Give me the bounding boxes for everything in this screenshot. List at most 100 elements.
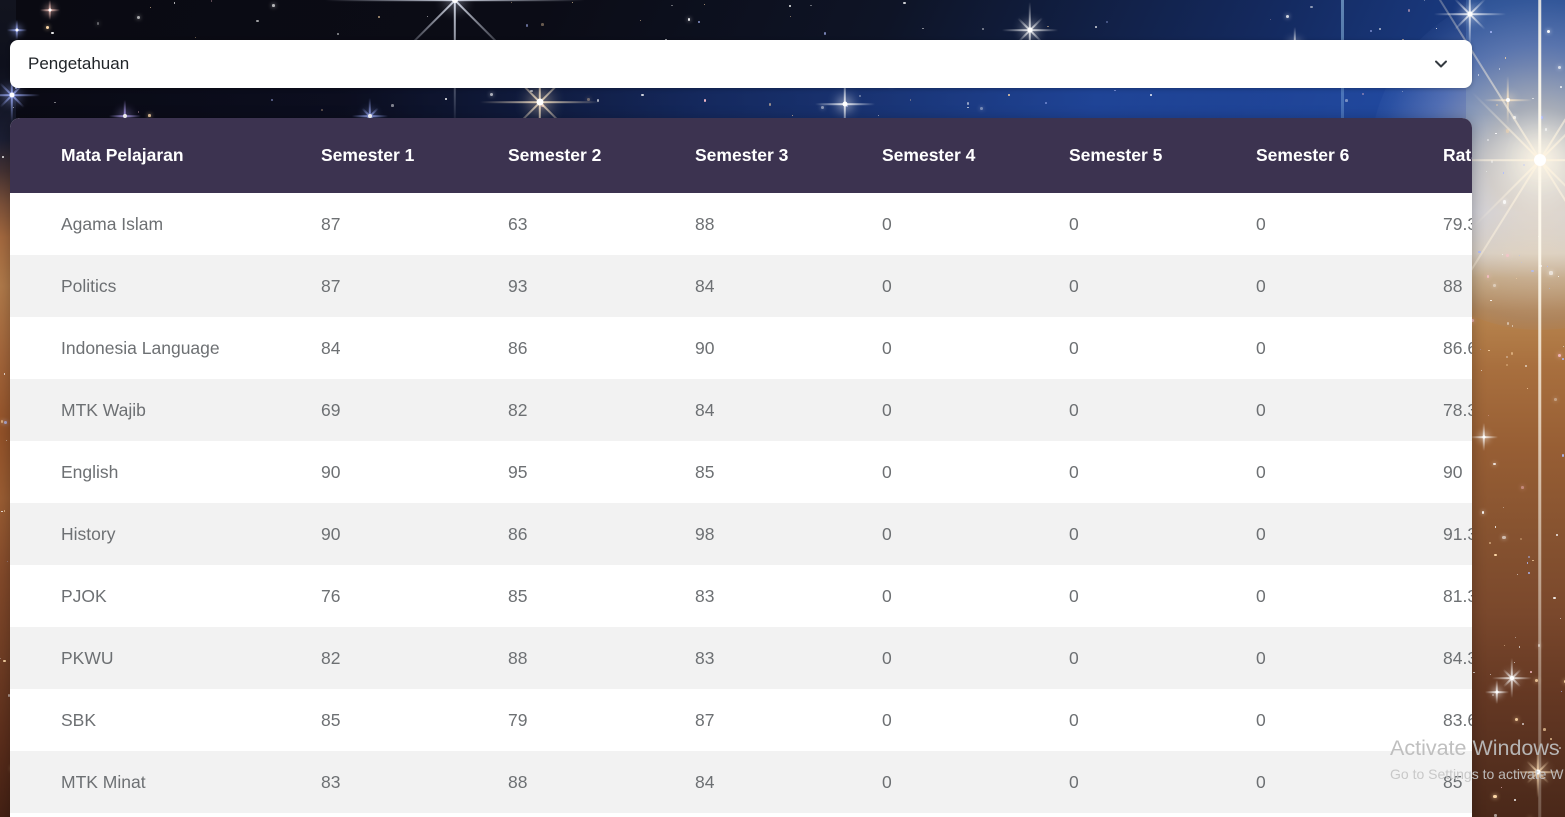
star [1561, 454, 1565, 457]
cell-mata-pelajaran: Politics [61, 275, 117, 296]
table-header-row: Mata Pelajaran Semester 1 Semester 2 Semest… [10, 118, 1472, 193]
star [1521, 261, 1522, 263]
cell-semester-6: 0 [1256, 585, 1266, 606]
cell-semester-2: 82 [508, 399, 528, 420]
cell-semester-1: 82 [321, 647, 341, 668]
table-row: Politics 87 93 84 0 0 0 88 [10, 255, 1472, 317]
cell-rata-rata: 86.67 [1443, 337, 1472, 358]
cell-semester-6: 0 [1256, 275, 1266, 296]
star [150, 7, 152, 9]
cell-semester-3: 88 [695, 213, 715, 234]
cell-semester-6: 0 [1256, 523, 1266, 544]
star [1047, 26, 1049, 28]
star [1506, 364, 1508, 366]
star [1502, 536, 1506, 540]
cell-semester-2: 86 [508, 523, 528, 544]
star [1528, 555, 1531, 558]
cell-semester-3: 83 [695, 647, 715, 668]
star [525, 24, 529, 27]
star [788, 4, 792, 8]
cell-semester-3: 84 [695, 399, 715, 420]
cell-semester-6: 0 [1256, 337, 1266, 358]
star [1518, 646, 1521, 648]
column-header-semester-5: Semester 5 [1059, 118, 1246, 193]
star [1493, 795, 1497, 799]
star [51, 31, 54, 35]
star [1105, 21, 1108, 24]
star [639, 20, 641, 22]
star [1501, 787, 1503, 789]
category-select[interactable]: Pengetahuan [10, 40, 1472, 88]
cell-semester-3: 98 [695, 523, 715, 544]
cell-semester-2: 95 [508, 461, 528, 482]
star [1, 155, 4, 158]
column-header-rata-rata: Rata-rata [1433, 118, 1472, 193]
star [1514, 717, 1518, 721]
column-header-mata-pelajaran: Mata Pelajaran [10, 118, 311, 193]
cell-semester-3: 84 [695, 771, 715, 792]
star [966, 102, 970, 105]
table-row: Indonesia Language 84 86 90 0 0 0 86.67 [10, 317, 1472, 379]
star [824, 32, 827, 35]
cell-semester-3: 83 [695, 585, 715, 606]
column-header-semester-2: Semester 2 [498, 118, 685, 193]
star [697, 20, 701, 23]
star [858, 94, 861, 98]
star [1481, 511, 1485, 514]
star [640, 93, 644, 97]
cell-mata-pelajaran: PJOK [61, 585, 107, 606]
cell-semester-1: 87 [321, 213, 341, 234]
star [665, 39, 667, 41]
star [321, 108, 324, 111]
star [1557, 353, 1561, 357]
star [1511, 325, 1513, 327]
cell-semester-6: 0 [1256, 771, 1266, 792]
cell-rata-rata: 84.33 [1443, 647, 1472, 668]
star [1513, 116, 1516, 119]
star [96, 21, 100, 25]
cell-semester-6: 0 [1256, 399, 1266, 420]
star [1505, 254, 1509, 258]
cell-semester-1: 90 [321, 461, 341, 482]
cell-semester-3: 90 [695, 337, 715, 358]
cell-mata-pelajaran: English [61, 461, 119, 482]
star [1362, 93, 1365, 96]
cell-semester-4: 0 [882, 275, 892, 296]
category-select-value: Pengetahuan [28, 54, 130, 73]
star [1519, 537, 1523, 540]
cell-semester-6: 0 [1256, 647, 1266, 668]
cell-semester-5: 0 [1069, 399, 1079, 420]
star [1524, 365, 1527, 368]
star [703, 99, 707, 102]
star [1504, 57, 1507, 59]
star [6, 561, 8, 563]
table-row: English 90 95 85 0 0 0 90 [10, 441, 1472, 503]
cell-rata-rata: 78.33 [1443, 399, 1472, 420]
grades-table-container: Mata Pelajaran Semester 1 Semester 2 Semest… [10, 118, 1472, 817]
cell-rata-rata: 81.33 [1443, 585, 1472, 606]
star [1492, 462, 1496, 466]
table-row: PJOK 76 85 83 0 0 0 81.33 [10, 565, 1472, 627]
star [45, 26, 49, 30]
cell-mata-pelajaran: MTK Minat [61, 771, 146, 792]
star [967, 106, 970, 109]
star [903, 1, 906, 5]
star [1560, 690, 1562, 692]
star [0, 419, 4, 423]
star [1532, 560, 1534, 562]
cell-rata-rata: 88 [1443, 275, 1463, 296]
star [768, 103, 772, 106]
cell-rata-rata: 85 [1443, 771, 1463, 792]
cell-semester-4: 0 [882, 771, 892, 792]
star [12, 107, 14, 109]
star [1522, 723, 1524, 726]
cell-semester-2: 85 [508, 585, 528, 606]
star [981, 28, 984, 31]
star [490, 92, 494, 96]
cell-semester-4: 0 [882, 585, 892, 606]
nebula-right-edge [1466, 0, 1565, 817]
star [1543, 727, 1546, 731]
column-header-semester-4: Semester 4 [872, 118, 1059, 193]
cell-semester-2: 63 [508, 213, 528, 234]
